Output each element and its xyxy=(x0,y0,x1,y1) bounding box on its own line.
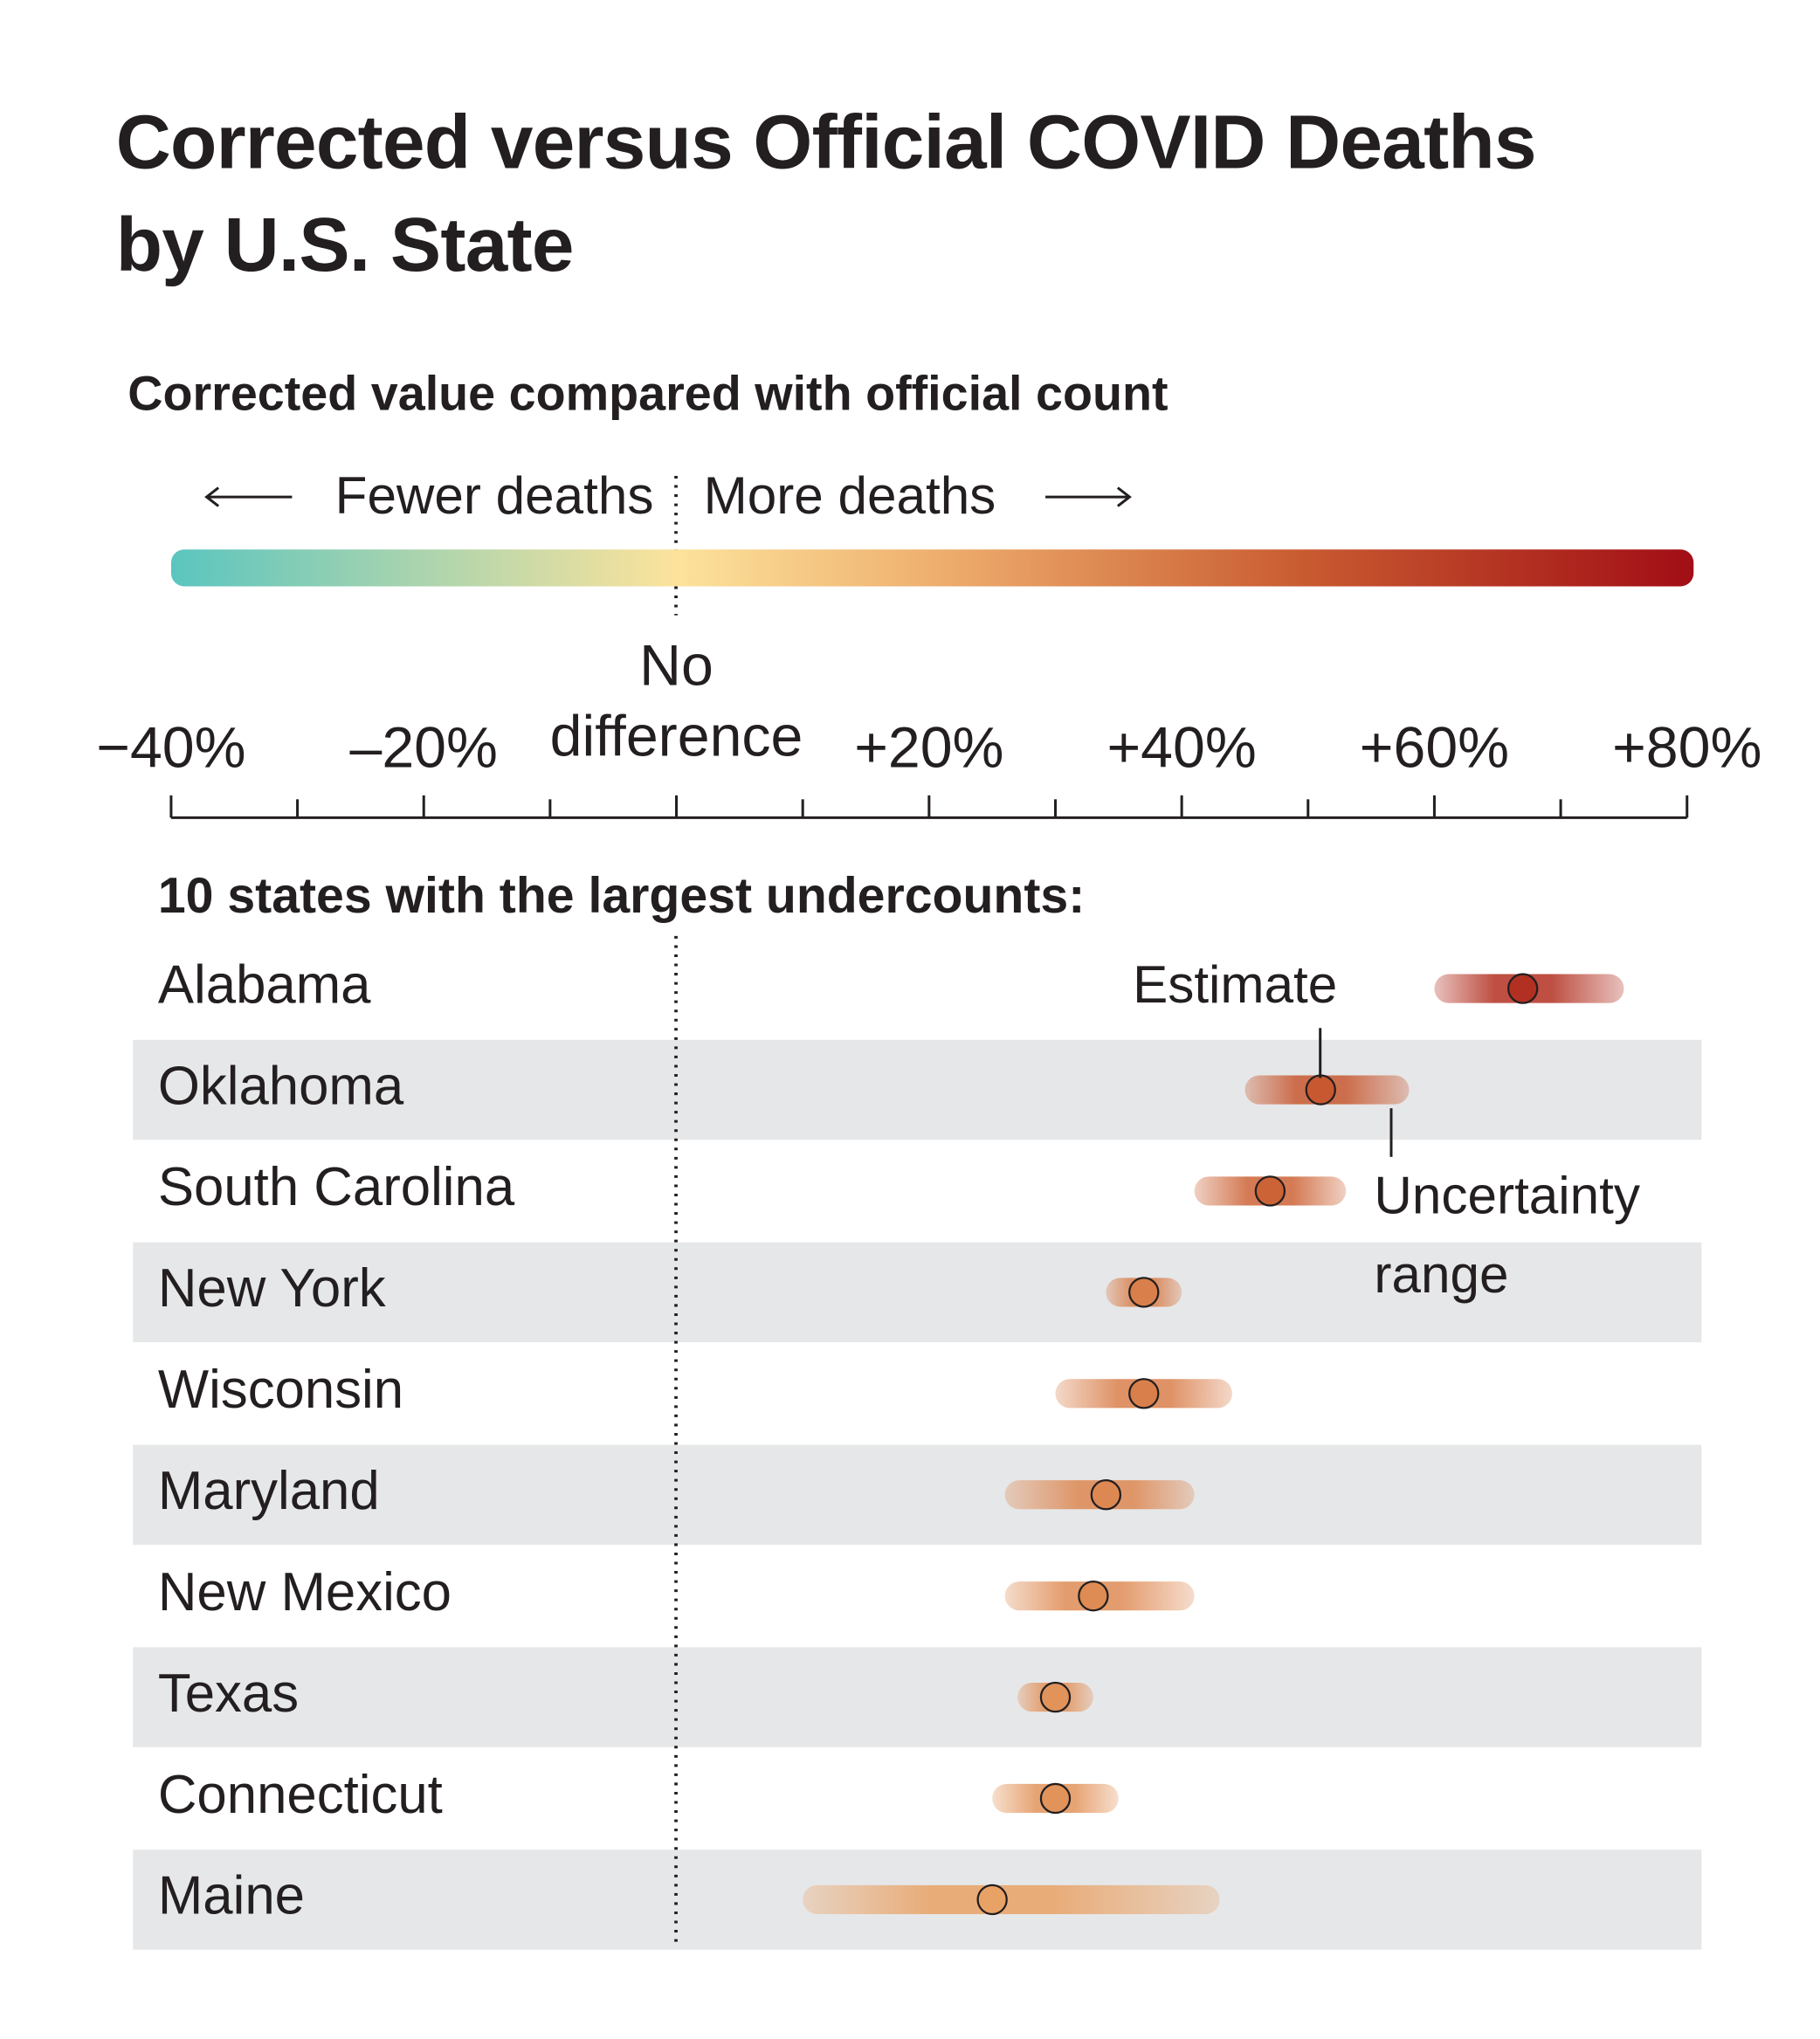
state-label: New York xyxy=(158,1258,386,1319)
row-stripe xyxy=(133,1242,1702,1343)
marks xyxy=(803,973,1624,1916)
x-tick-label: +40% xyxy=(1107,716,1257,781)
range-annotation: Uncertainty range xyxy=(1374,1167,1641,1305)
row-stripe xyxy=(133,1444,1702,1545)
x-tick-label: +80% xyxy=(1612,716,1761,781)
state-label: Wisconsin xyxy=(158,1360,403,1420)
estimate-dot xyxy=(1507,973,1539,1004)
state-label: Alabama xyxy=(158,954,371,1015)
title-box: Corrected versus Official COVID Deaths b… xyxy=(115,100,1537,288)
range-annotation-box: Uncertainty range xyxy=(1374,1167,1641,1305)
row-stripe xyxy=(133,1039,1702,1140)
x-tick-label: +60% xyxy=(1360,716,1509,781)
estimate-dot xyxy=(1305,1074,1336,1106)
x-tick-label: −40% xyxy=(96,716,245,781)
estimate-dot xyxy=(1128,1378,1160,1409)
state-label: Maine xyxy=(158,1866,305,1926)
subtitle: Corrected value compared with official c… xyxy=(128,366,1168,420)
state-label: Oklahoma xyxy=(158,1056,404,1116)
state-label: Connecticut xyxy=(158,1765,443,1825)
colorbar xyxy=(170,549,1694,587)
state-label: New Mexico xyxy=(158,1562,452,1622)
chart-title: Corrected versus Official COVID Deaths b… xyxy=(115,100,1537,288)
x-tick-label: No difference xyxy=(549,633,803,769)
estimate-dot xyxy=(976,1884,1008,1916)
state-label: Maryland xyxy=(158,1461,380,1521)
fewer-label: Fewer deaths xyxy=(335,465,654,525)
estimate-dot xyxy=(1090,1479,1122,1511)
estimate-dot xyxy=(1254,1175,1286,1207)
estimate-dot xyxy=(1039,1782,1072,1815)
x-tick-label: +20% xyxy=(854,716,1003,781)
tick-label-box: No difference xyxy=(549,633,803,769)
more-label: More deaths xyxy=(704,465,996,525)
estimate-dot xyxy=(1128,1277,1160,1308)
x-tick-label: –20% xyxy=(350,716,498,781)
state-label: Texas xyxy=(158,1664,299,1724)
arrows xyxy=(204,486,1132,507)
state-label: South Carolina xyxy=(158,1157,515,1217)
estimate-dot xyxy=(1039,1681,1072,1713)
estimate-annotation: Estimate xyxy=(1133,954,1337,1014)
estimate-dot xyxy=(1078,1580,1109,1612)
row-stripe xyxy=(133,1647,1702,1747)
rows: Alabama Oklahoma South Carolina New York Wis… xyxy=(133,954,1702,1950)
section-label: 10 states with the largest undercounts: xyxy=(158,868,1085,924)
